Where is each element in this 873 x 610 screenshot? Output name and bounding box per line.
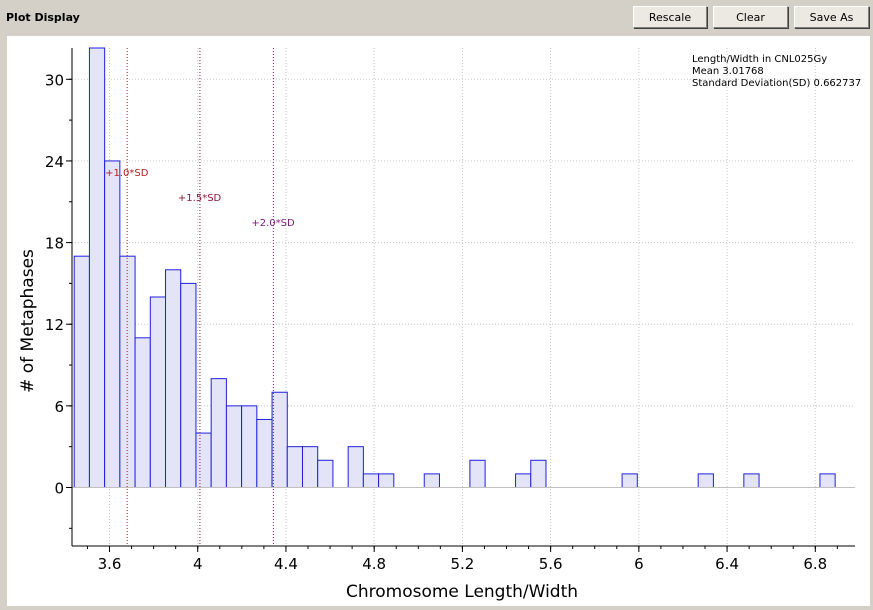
histogram-bar (73, 255, 90, 488)
plot-display-header: Plot Display Rescale Clear Save As (0, 0, 873, 34)
histogram-bar (165, 269, 182, 488)
histogram-bar (515, 473, 532, 488)
y-axis-label: # of Metaphases (18, 249, 38, 393)
y-tick-label: 30 (45, 71, 64, 89)
histogram-bar (530, 459, 547, 488)
histogram-bar (469, 459, 486, 488)
y-tick-label: 18 (45, 235, 64, 253)
histogram-bar (149, 296, 167, 488)
x-tick-label: 5.2 (450, 555, 474, 573)
histogram-bar (225, 405, 243, 488)
x-tick-label: 4.4 (274, 555, 298, 573)
x-tick-label: 5.6 (539, 555, 563, 573)
histogram-bar (362, 473, 380, 488)
histogram-bar (317, 459, 334, 488)
histogram-bar (347, 446, 364, 488)
annotation-line-1: Length/Width in CNL025Gy (692, 54, 827, 65)
x-tick-label: 6.4 (715, 555, 739, 573)
histogram-bar (241, 405, 258, 488)
clear-button[interactable]: Clear (713, 6, 788, 28)
y-tick-label: 24 (45, 153, 64, 171)
axes: 3.6 4 4.4 4.8 5.2 5.6 6 6.4 6.8 0 6 12 18 24 30 (45, 48, 855, 573)
histogram-bar (378, 473, 395, 488)
plot-panel: +1.0*SD +1.5*SD +2.0*SD 3.6 4 4.4 4.8 5.2 5.6 6 6… (7, 36, 870, 606)
x-tick-label: 4 (193, 555, 203, 573)
histogram-bar (423, 473, 440, 488)
histogram-bar (88, 47, 106, 488)
histogram-bar (134, 337, 151, 488)
save-as-button[interactable]: Save As (794, 6, 869, 28)
histogram-bar (180, 282, 197, 488)
histogram-bar (256, 418, 273, 488)
sd-marker-label: +1.0*SD (105, 168, 149, 179)
x-axis-label: Chromosome Length/Width (346, 582, 578, 602)
histogram-bar (301, 446, 319, 488)
x-tick-label: 3.6 (98, 555, 122, 573)
y-tick-label: 6 (54, 398, 64, 416)
sd-marker-lines: +1.0*SD +1.5*SD +2.0*SD (105, 48, 295, 546)
histogram-chart: +1.0*SD +1.5*SD +2.0*SD 3.6 4 4.4 4.8 5.2 5.6 6 6… (18, 47, 861, 602)
histogram-bar (743, 473, 760, 488)
rescale-button[interactable]: Rescale (633, 6, 707, 28)
histogram-bar (621, 473, 638, 488)
y-tick-label: 0 (54, 479, 64, 497)
window-title: Plot Display (6, 11, 80, 24)
annotation-line-3: Standard Deviation(SD) 0.662737 (692, 78, 861, 89)
histogram-bar (195, 432, 212, 488)
histogram-bar (104, 160, 121, 488)
histogram-bar (271, 391, 288, 488)
x-tick-label: 4.8 (362, 555, 386, 573)
histogram-bar (819, 473, 836, 488)
histogram-bar (286, 446, 303, 488)
histogram-bar (210, 378, 227, 488)
histogram-bar (697, 473, 714, 488)
sd-marker-label: +1.5*SD (178, 193, 222, 204)
x-tick-label: 6.8 (803, 555, 827, 573)
y-tick-label: 12 (45, 316, 64, 334)
x-tick-label: 6 (634, 555, 644, 573)
histogram-bar (119, 255, 136, 488)
histogram-bars (73, 47, 836, 488)
annotation-line-2: Mean 3.01768 (692, 66, 764, 77)
sd-marker-label: +2.0*SD (251, 218, 295, 229)
